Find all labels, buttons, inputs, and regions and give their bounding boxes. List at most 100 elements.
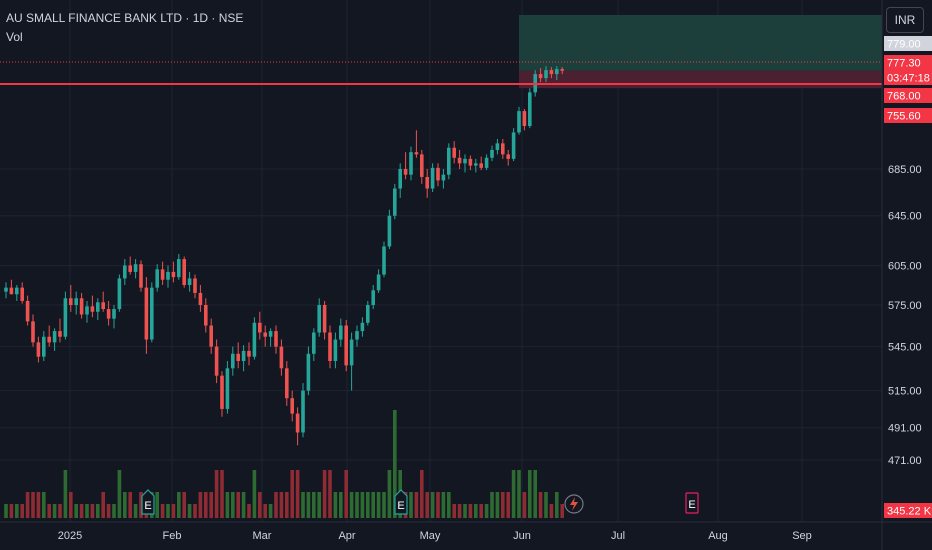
- symbol-title[interactable]: AU SMALL FINANCE BANK LTD · 1D · NSE: [6, 11, 244, 25]
- candle-body: [155, 269, 159, 288]
- candle: [193, 274, 197, 299]
- price-badge-line[interactable]: 768.00: [884, 88, 932, 103]
- candle-body: [528, 92, 532, 126]
- candle-body: [258, 322, 262, 333]
- candle-body: [387, 215, 392, 247]
- volume-bar: [177, 492, 181, 518]
- candle: [20, 282, 24, 304]
- candle: [430, 163, 435, 193]
- candle: [484, 154, 489, 171]
- volume-bar: [366, 492, 370, 518]
- candle: [209, 318, 213, 354]
- candle: [544, 66, 548, 83]
- candle: [306, 346, 311, 396]
- volume-bar: [279, 492, 284, 518]
- currency-button[interactable]: INR: [886, 7, 924, 33]
- volume-bar: [409, 492, 413, 518]
- price-axis[interactable]: 685.00 645.00 605.00 575.00 545.00 515.00 491.…: [881, 0, 932, 550]
- candle-body: [506, 154, 510, 159]
- price-tick-label: 575.00: [888, 300, 922, 312]
- earnings-icon[interactable]: E: [394, 489, 408, 515]
- candle: [371, 284, 375, 310]
- candle-body: [187, 278, 192, 285]
- position-tool[interactable]: [519, 15, 882, 89]
- future-earnings-icon[interactable]: E: [685, 492, 699, 514]
- candle: [312, 328, 316, 362]
- candle: [447, 143, 451, 180]
- candle: [333, 332, 338, 369]
- volume-bar: [47, 504, 51, 518]
- candle: [366, 300, 370, 326]
- volume-label[interactable]: Vol: [6, 30, 23, 44]
- candle: [241, 345, 246, 372]
- price-badge-line[interactable]: 755.60: [884, 108, 932, 123]
- volume-bar: [79, 504, 84, 518]
- time-axis[interactable]: 2025 Feb Mar Apr May Jun Jul Aug Sep: [0, 521, 932, 542]
- price-badge-text: 777.30: [887, 58, 921, 70]
- candle: [231, 346, 235, 376]
- volume-bar: [322, 470, 327, 518]
- candle-body: [317, 304, 321, 333]
- price-badge-volume[interactable]: 345.22 K: [884, 503, 932, 518]
- candle: [177, 254, 181, 280]
- price-badge-neutral[interactable]: 779.00: [884, 36, 932, 51]
- volume-bar: [463, 504, 467, 518]
- horizontal-lines[interactable]: [0, 61, 882, 85]
- volume-bar: [274, 492, 278, 518]
- candle-body: [209, 325, 213, 347]
- candle-body: [252, 322, 257, 357]
- candle: [274, 325, 278, 354]
- volume-bar: [112, 504, 116, 518]
- lightning-icon[interactable]: [564, 494, 584, 514]
- candle: [90, 295, 95, 318]
- candle-body: [204, 304, 208, 326]
- candle-body: [171, 271, 176, 278]
- volume-bar: [517, 470, 521, 518]
- candle-body: [339, 325, 343, 340]
- volume-bar: [209, 492, 213, 518]
- candle-body: [52, 331, 57, 343]
- price-badge-timer[interactable]: 03:47:18: [884, 70, 932, 85]
- volume-bar: [355, 492, 359, 518]
- volume-bar: [58, 504, 62, 518]
- candle-body: [166, 271, 170, 280]
- volume-bar: [441, 492, 446, 518]
- volume-bar: [166, 504, 170, 518]
- time-tick-label: 2025: [58, 530, 82, 542]
- candle: [479, 156, 483, 171]
- volume-bar: [382, 492, 386, 518]
- volume-bar: [85, 504, 89, 518]
- candle-body: [344, 325, 348, 366]
- candle: [355, 325, 359, 347]
- candle-body: [490, 149, 494, 158]
- candle: [128, 256, 132, 275]
- candle: [214, 339, 219, 384]
- volume-bar: [506, 492, 510, 518]
- candle-body: [441, 174, 446, 181]
- volume-bar: [182, 492, 186, 518]
- price-tick-label: 545.00: [888, 342, 922, 354]
- stop-zone[interactable]: [519, 70, 882, 89]
- candle-body: [430, 167, 435, 189]
- candle: [15, 284, 19, 301]
- candle: [85, 300, 89, 323]
- candle: [328, 325, 332, 369]
- candle: [425, 169, 429, 198]
- volume-bar: [106, 504, 111, 518]
- time-tick-label: Feb: [163, 530, 182, 542]
- candle-body: [214, 346, 219, 376]
- price-badge-last[interactable]: 777.30: [884, 55, 932, 70]
- price-badge-text: 755.60: [887, 111, 921, 123]
- target-zone[interactable]: [519, 15, 882, 71]
- earnings-icon[interactable]: E: [141, 489, 155, 515]
- candle-body: [106, 309, 111, 319]
- candle-body: [20, 287, 24, 301]
- candle-body: [409, 152, 413, 175]
- candle: [441, 169, 446, 189]
- future-earnings-icon-shape: [685, 492, 699, 514]
- candle: [495, 138, 500, 155]
- volume-bar: [349, 492, 354, 518]
- candle: [220, 371, 224, 417]
